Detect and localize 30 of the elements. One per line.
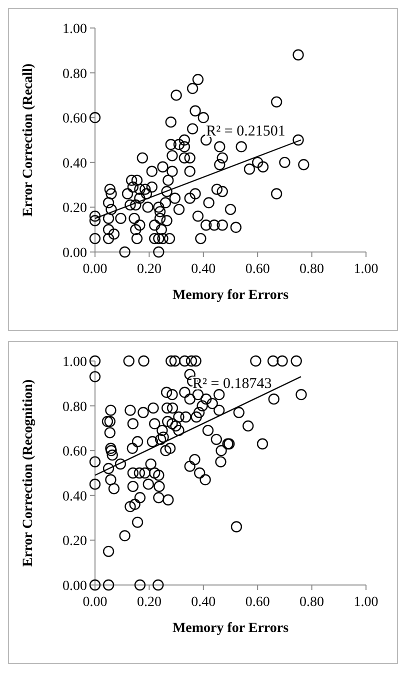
y-tick-label: 0.00: [62, 579, 87, 594]
annotation: R² = 0.21501: [206, 124, 286, 140]
y-axis-title: Error Correction (Recognition): [21, 378, 36, 567]
y-tick-label: 0.60: [62, 112, 87, 127]
x-tick-label: 0.00: [82, 262, 108, 277]
x-tick-label: 0.40: [191, 595, 216, 610]
x-tick-label: 0.40: [191, 262, 216, 277]
y-tick-label: 0.80: [62, 400, 87, 415]
y-tick-label: 0.80: [62, 66, 87, 82]
x-tick-label: 0.20: [136, 595, 162, 610]
y-tick-label: 0.20: [62, 534, 87, 550]
y-tick-label: 0.20: [62, 201, 87, 216]
x-tick-label: 0.80: [300, 595, 324, 610]
y-tick-label: 0.00: [62, 246, 87, 261]
x-tick-label: 0.60: [245, 595, 270, 610]
x-tick-label: 1.00: [354, 595, 378, 610]
x-tick-label: 0.80: [300, 262, 324, 277]
x-axis-title: Memory for Errors: [172, 288, 290, 303]
y-tick-label: 0.40: [62, 156, 87, 172]
y-tick-label: 1.00: [62, 355, 87, 370]
y-axis-title: Error Correction (Recall): [21, 63, 36, 217]
x-tick-label: 0.20: [136, 262, 162, 277]
y-tick-label: 0.60: [62, 444, 87, 460]
annotation: R² = 0.18743: [192, 376, 272, 392]
x-tick-label: 1.00: [354, 262, 378, 277]
x-tick-label: 0.00: [82, 595, 108, 610]
y-tick-label: 1.00: [62, 22, 87, 37]
x-axis-title: Memory for Errors: [172, 621, 290, 636]
x-tick-label: 0.60: [245, 262, 270, 277]
y-tick-label: 0.40: [62, 489, 87, 504]
